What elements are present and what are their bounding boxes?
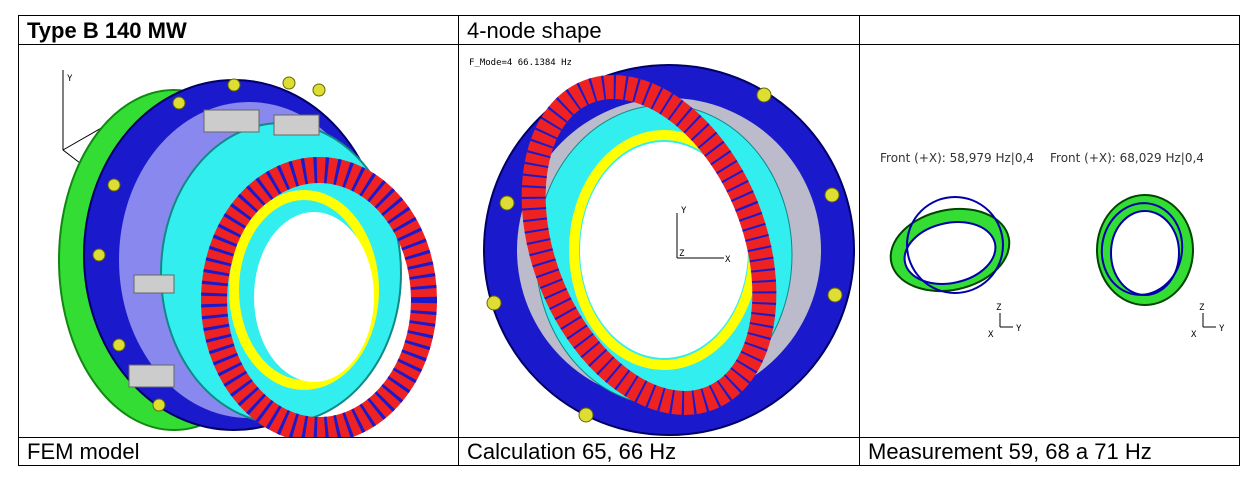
calc-mode-label: F_Mode=4 66.1384 Hz [469, 58, 572, 68]
document-table: Type B 140 MW 4-node shape Y X Z [18, 15, 1240, 466]
calc-axis-y: Y [681, 206, 687, 216]
footer-meas-label: Measurement 59, 68 a 71 Hz [868, 439, 1152, 464]
bore [254, 212, 374, 382]
calc-bolts [486, 87, 843, 423]
meas-right-axis-y: Y [1219, 324, 1225, 334]
calc-red-ring-stripes [521, 75, 777, 415]
header-cell-empty [859, 15, 1240, 45]
meas-axes-right [1202, 313, 1216, 328]
image-cell-measurement: Front (+X): 58,979 Hz|0,4 Front (+X): 68… [859, 44, 1240, 438]
meas-left-axis-y: Y [1016, 324, 1022, 334]
meas-label-right: Front (+X): 68,029 Hz|0,4 [1050, 151, 1204, 165]
meas-right-axis-z: Z [1199, 303, 1205, 313]
flange-bolts [92, 76, 326, 412]
header-shape-label: 4-node shape [467, 18, 602, 43]
meas-right-axis-x: X [1191, 330, 1197, 340]
image-cell-fem: Y X Z [18, 44, 459, 438]
footer-fem-label: FEM model [27, 439, 140, 464]
yellow-ring [229, 190, 379, 390]
footer-calc-label: Calculation 65, 66 Hz [467, 439, 677, 464]
image-cell-calc: F_Mode=4 66.1384 Hz Y [458, 44, 860, 438]
meas-left-axis-x: X [988, 330, 994, 340]
calc-axis-z: Z [679, 249, 685, 259]
red-ring-stripes [201, 157, 437, 437]
header-cell-shape: 4-node shape [458, 15, 860, 45]
meas-label-left: Front (+X): 58,979 Hz|0,4 [880, 151, 1034, 165]
fem-model-image: Y X Z [58, 70, 437, 437]
header-type-label: Type B 140 MW [27, 18, 187, 43]
footer-cell-calc: Calculation 65, 66 Hz [458, 437, 860, 466]
support-brackets [128, 109, 320, 388]
meas-shape-right [1096, 194, 1194, 306]
fem-axis-y: Y [67, 74, 73, 84]
calc-mode-image: F_Mode=4 66.1384 Hz Y [469, 58, 855, 436]
calc-bore [580, 142, 748, 358]
meas-left-axis-z: Z [996, 303, 1002, 313]
header-cell-type: Type B 140 MW [18, 15, 459, 45]
calc-axis-x: X [725, 255, 731, 265]
measurement-image: Front (+X): 58,979 Hz|0,4 Front (+X): 68… [880, 151, 1225, 340]
footer-cell-meas: Measurement 59, 68 a 71 Hz [859, 437, 1240, 466]
meas-shape-left [889, 196, 1011, 294]
calc-axes [676, 213, 724, 259]
meas-axes-left [999, 313, 1013, 328]
footer-cell-fem: FEM model [18, 437, 459, 466]
